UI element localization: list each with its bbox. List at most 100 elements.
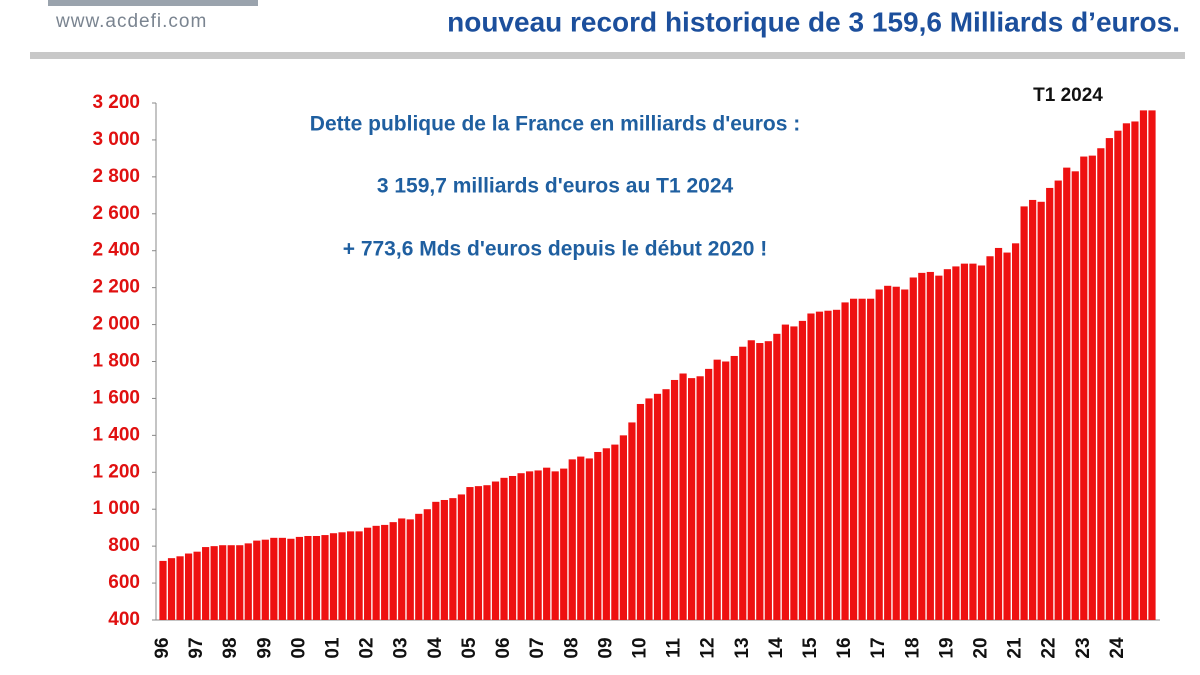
x-tick-label: 11 <box>664 638 685 659</box>
bar <box>1131 121 1139 620</box>
x-tick-label: 17 <box>868 637 889 658</box>
bar <box>483 485 491 620</box>
bar <box>1105 138 1113 620</box>
bar <box>1054 180 1062 621</box>
bar <box>679 373 687 620</box>
bar <box>986 256 994 620</box>
x-tick-label: 97 <box>186 637 207 658</box>
bar <box>884 285 892 620</box>
bar <box>636 403 645 620</box>
bar <box>994 247 1003 620</box>
bar <box>764 341 772 620</box>
bar <box>645 398 653 620</box>
bar <box>295 536 304 620</box>
bar <box>798 320 807 620</box>
chart-title: nouveau record historique de 3 159,6 Mil… <box>447 6 1180 37</box>
bar <box>278 537 286 620</box>
bar <box>1003 252 1011 620</box>
bar <box>474 486 483 620</box>
x-tick-label: 01 <box>323 637 344 659</box>
bar <box>381 524 389 620</box>
bar <box>167 558 176 620</box>
bar <box>244 543 252 620</box>
bar <box>159 560 167 620</box>
x-tick-label: 03 <box>391 637 412 658</box>
bar <box>1088 155 1096 620</box>
x-tick-label: 16 <box>834 637 855 658</box>
bar <box>1148 110 1156 620</box>
bar <box>466 487 474 620</box>
x-tick-label: 09 <box>595 637 616 658</box>
bar <box>355 531 363 620</box>
bar <box>304 535 312 620</box>
bar <box>705 368 713 620</box>
bar <box>312 535 321 620</box>
bar <box>841 302 849 620</box>
annotation: T1 2024 <box>1033 85 1103 106</box>
bar <box>1046 187 1054 620</box>
x-tick-label: 15 <box>800 637 821 659</box>
y-tick-label: 1 400 <box>92 424 140 445</box>
y-tick-label: 600 <box>108 572 140 593</box>
bar <box>824 310 832 620</box>
bar <box>261 539 269 620</box>
x-tick-label: 08 <box>561 637 582 658</box>
bar <box>722 361 730 620</box>
bar <box>594 451 602 620</box>
bar <box>1071 171 1079 620</box>
bar <box>423 509 431 620</box>
bar <box>781 324 789 620</box>
bar <box>406 519 414 620</box>
bar <box>909 277 917 620</box>
bar <box>534 470 542 620</box>
bar <box>892 286 900 620</box>
bar <box>202 547 210 620</box>
bar <box>935 275 943 620</box>
bar <box>696 376 704 620</box>
bar <box>926 271 934 620</box>
bar <box>508 475 517 620</box>
x-tick-label: 98 <box>220 637 241 658</box>
bar <box>611 444 619 620</box>
bar <box>1139 110 1148 620</box>
annotation: Dette publique de la France en milliards… <box>310 113 800 136</box>
bar <box>1020 206 1028 620</box>
bar <box>321 535 329 620</box>
bar <box>210 546 218 620</box>
bar <box>1011 243 1020 621</box>
bar <box>270 537 278 620</box>
x-tick-label: 05 <box>459 637 480 659</box>
x-tick-label: 23 <box>1073 637 1094 658</box>
x-tick-label: 19 <box>936 637 957 658</box>
x-tick-label: 07 <box>527 637 548 658</box>
bar <box>1122 123 1131 620</box>
bar <box>662 389 670 620</box>
y-tick-label: 400 <box>108 609 140 630</box>
bar <box>329 533 338 620</box>
bar <box>440 499 448 620</box>
y-tick-label: 2 000 <box>92 314 140 335</box>
bar <box>176 556 184 620</box>
y-tick-label: 1 800 <box>92 351 140 372</box>
bar <box>551 471 559 620</box>
y-tick-label: 2 400 <box>92 240 140 261</box>
bar <box>287 538 295 620</box>
bar <box>253 540 261 620</box>
bar <box>560 468 568 620</box>
bar <box>236 545 244 620</box>
bar <box>585 458 593 620</box>
y-tick-label: 2 600 <box>92 203 140 224</box>
x-tick-label: 99 <box>254 637 275 658</box>
bar <box>747 340 755 620</box>
bar <box>969 263 977 620</box>
bar <box>901 289 909 620</box>
bar <box>568 459 576 620</box>
x-tick-label: 13 <box>732 637 753 658</box>
x-tick-label: 21 <box>1005 637 1026 659</box>
bar <box>790 326 798 620</box>
bar <box>602 448 610 620</box>
bar <box>960 263 969 620</box>
y-tick-label: 1 200 <box>92 461 140 482</box>
bar <box>730 355 738 620</box>
bar <box>227 545 235 620</box>
